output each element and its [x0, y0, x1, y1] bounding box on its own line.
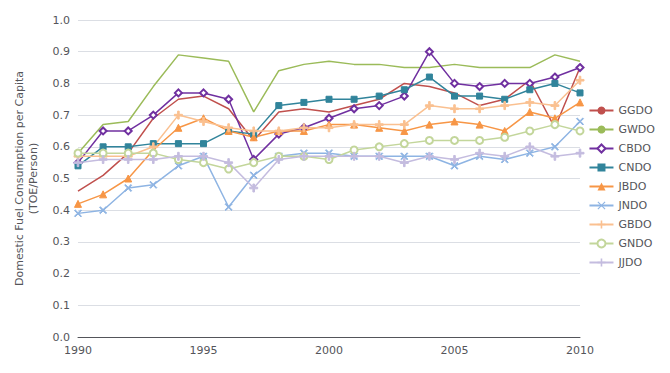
- svg-text:CBDO: CBDO: [618, 142, 651, 155]
- svg-text:0.7: 0.7: [53, 109, 71, 122]
- svg-text:GWDO: GWDO: [618, 123, 655, 136]
- svg-text:1990: 1990: [64, 344, 92, 357]
- svg-text:0.4: 0.4: [53, 204, 71, 217]
- svg-text:1995: 1995: [190, 344, 218, 357]
- svg-text:0.2: 0.2: [53, 267, 71, 280]
- svg-text:(TOE/Person): (TOE/Person): [27, 143, 40, 215]
- svg-text:0.6: 0.6: [53, 140, 71, 153]
- svg-text:0.9: 0.9: [53, 45, 71, 58]
- svg-text:1.0: 1.0: [53, 14, 71, 27]
- svg-text:0.0: 0.0: [53, 331, 71, 344]
- svg-text:CNDO: CNDO: [618, 161, 651, 174]
- svg-text:Domestic Fuel Consumption per: Domestic Fuel Consumption per Capita: [13, 71, 26, 286]
- svg-text:0.5: 0.5: [53, 172, 71, 185]
- svg-text:JBDO: JBDO: [617, 180, 646, 193]
- svg-text:2005: 2005: [441, 344, 469, 357]
- svg-text:GGDO: GGDO: [618, 104, 653, 117]
- svg-text:2010: 2010: [566, 344, 594, 357]
- svg-text:GNDO: GNDO: [618, 237, 652, 250]
- svg-text:2000: 2000: [315, 344, 343, 357]
- svg-text:JNDO: JNDO: [617, 199, 647, 212]
- svg-text:0.1: 0.1: [53, 299, 71, 312]
- svg-text:GBDO: GBDO: [618, 218, 652, 231]
- svg-text:0.3: 0.3: [53, 235, 71, 248]
- svg-text:0.8: 0.8: [53, 77, 71, 90]
- svg-text:JJDO: JJDO: [617, 256, 642, 269]
